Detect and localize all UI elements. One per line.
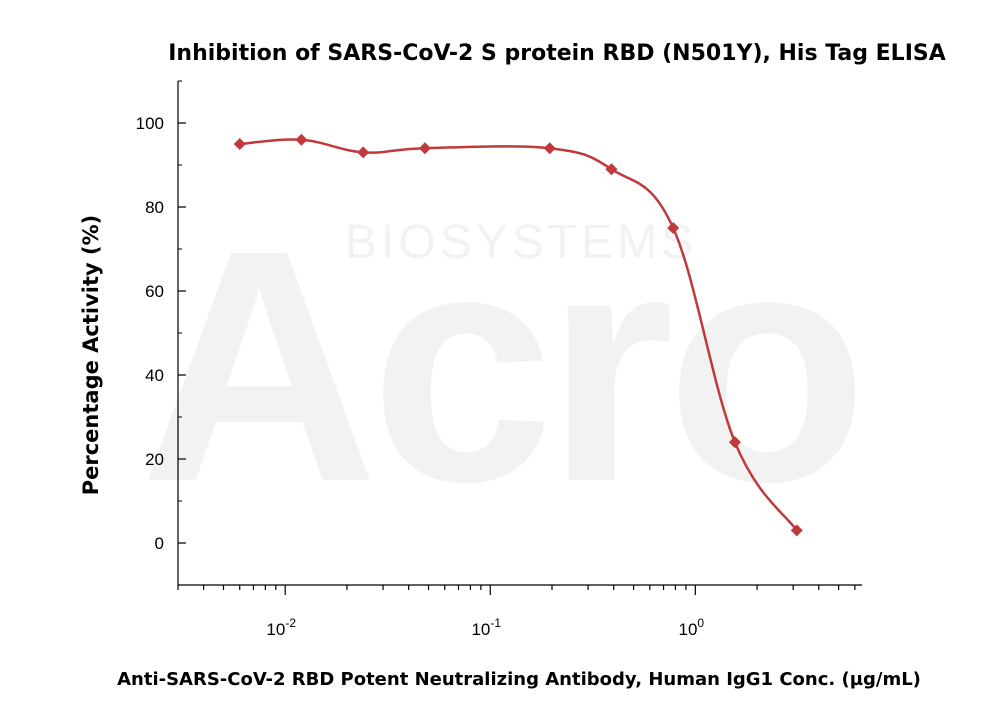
y-tick-label-0: 0 xyxy=(155,534,164,553)
y-tick-label-100: 100 xyxy=(136,114,164,133)
y-axis: 0 20 40 60 80 100 xyxy=(136,80,186,586)
x-axis-label: Anti-SARS-CoV-2 RBD Potent Neutralizing … xyxy=(117,669,921,690)
data-point-1 xyxy=(233,138,246,150)
fit-curve xyxy=(239,138,798,532)
x-ticks: 10-2 10-1 100 xyxy=(177,585,856,639)
data-point-9 xyxy=(790,524,803,537)
y-tick-label-40: 40 xyxy=(145,366,164,385)
y-tick-label-20: 20 xyxy=(145,450,164,469)
watermark: Acro BIOSYSTEMS xyxy=(140,181,868,550)
chart-title: Inhibition of SARS-CoV-2 S protein RBD (… xyxy=(168,41,946,66)
x-tick-label: 10-2 xyxy=(266,616,296,639)
data-point-7 xyxy=(667,222,680,234)
y-axis-label: Percentage Activity (%) xyxy=(79,215,103,496)
data-point-6 xyxy=(605,163,618,176)
data-points xyxy=(233,133,803,537)
y-tick-label-60: 60 xyxy=(145,282,164,301)
x-tick-label: 10-1 xyxy=(471,616,501,639)
data-point-3 xyxy=(357,146,370,159)
x-tick-label: 100 xyxy=(679,616,705,639)
data-point-4 xyxy=(418,142,431,155)
data-point-8 xyxy=(728,436,741,449)
data-point-5 xyxy=(543,142,556,155)
data-point-2 xyxy=(295,133,308,146)
watermark-brand: Acro xyxy=(140,181,860,550)
x-axis: 10-2 10-1 100 xyxy=(177,584,862,639)
watermark-sub: BIOSYSTEMS xyxy=(345,216,697,269)
y-ticks: 0 20 40 60 80 100 xyxy=(136,80,186,586)
y-tick-label-80: 80 xyxy=(145,198,164,217)
